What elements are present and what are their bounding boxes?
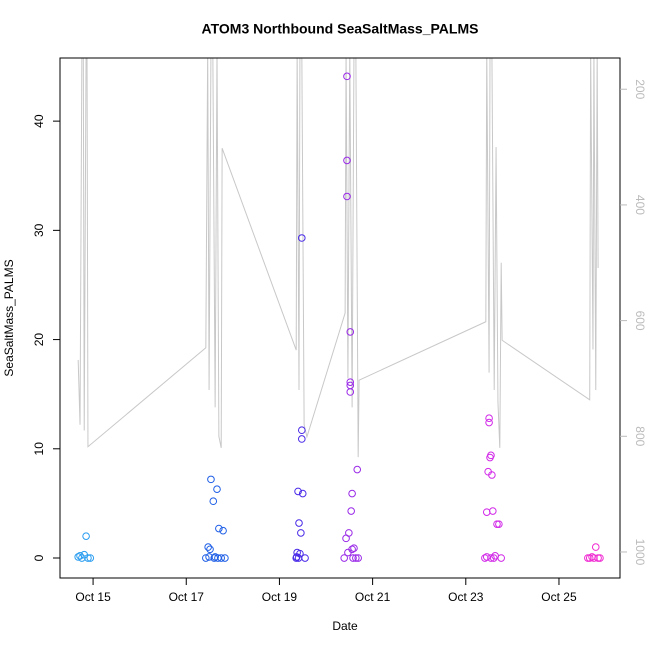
point: [205, 553, 213, 561]
chart-title: ATOM3 Northbound SeaSaltMass_PALMS: [202, 21, 479, 37]
y-tick-label: 0: [32, 554, 46, 561]
point: [295, 519, 303, 527]
point: [495, 520, 503, 528]
line: [77, 58, 599, 458]
x-tick-label: Oct 15: [75, 590, 111, 604]
point: [343, 72, 351, 81]
point: [485, 414, 493, 423]
point: [297, 426, 306, 435]
point: [348, 489, 356, 498]
x-tick-label: Oct 19: [262, 590, 298, 604]
point: [596, 554, 604, 562]
point: [343, 192, 351, 201]
point: [294, 554, 303, 562]
point: [485, 418, 493, 427]
point: [349, 554, 357, 562]
point: [202, 554, 210, 562]
point: [206, 545, 214, 554]
point: [86, 554, 95, 562]
point: [297, 529, 305, 537]
x-tick-label: Oct 17: [169, 590, 205, 604]
point: [84, 554, 92, 562]
point: [204, 543, 212, 551]
y2-tick-label: 1000: [633, 539, 647, 566]
y-tick-label: 40: [32, 114, 46, 128]
point: [591, 543, 600, 551]
point: [214, 554, 222, 562]
point: [213, 485, 221, 494]
point: [82, 532, 90, 540]
point: [344, 548, 352, 557]
point: [346, 388, 355, 396]
y-tick-label: 30: [32, 223, 46, 237]
y2-tick-label: 200: [633, 79, 647, 99]
point: [345, 529, 353, 537]
y-axis-label: SeaSaltMass_PALMS: [2, 259, 16, 376]
point: [497, 554, 505, 562]
point: [209, 497, 218, 506]
x-tick-label: Oct 25: [541, 590, 577, 604]
point: [590, 554, 598, 562]
point: [482, 553, 491, 561]
point: [487, 451, 495, 460]
point: [294, 487, 302, 496]
plot-box: [59, 57, 621, 579]
point: [292, 553, 301, 561]
y-tick-label: 20: [32, 333, 46, 347]
plot-area: [74, 58, 604, 562]
point: [347, 507, 355, 515]
point: [343, 156, 351, 165]
point: [350, 544, 358, 552]
point: [481, 554, 489, 562]
point: [210, 554, 219, 562]
point: [353, 465, 362, 474]
x-tick-label: Oct 23: [448, 590, 484, 604]
point: [215, 524, 223, 533]
y-tick-label: 10: [32, 442, 46, 456]
point: [487, 554, 495, 562]
point: [340, 554, 348, 562]
point: [346, 378, 355, 386]
point: [298, 489, 307, 498]
y2-tick-label: 800: [633, 426, 647, 446]
point: [207, 475, 215, 484]
point: [297, 234, 306, 242]
y2-tick-label: 400: [633, 195, 647, 215]
point: [352, 554, 360, 562]
point: [297, 435, 306, 443]
x-tick-label: Oct 21: [355, 590, 391, 604]
point: [354, 554, 362, 562]
point: [76, 552, 84, 560]
x-axis-label: Date: [332, 619, 358, 633]
point: [488, 471, 496, 479]
y2-tick-label: 600: [633, 311, 647, 331]
point: [219, 526, 227, 535]
point: [489, 554, 498, 562]
point: [489, 507, 497, 515]
point: [346, 328, 355, 336]
